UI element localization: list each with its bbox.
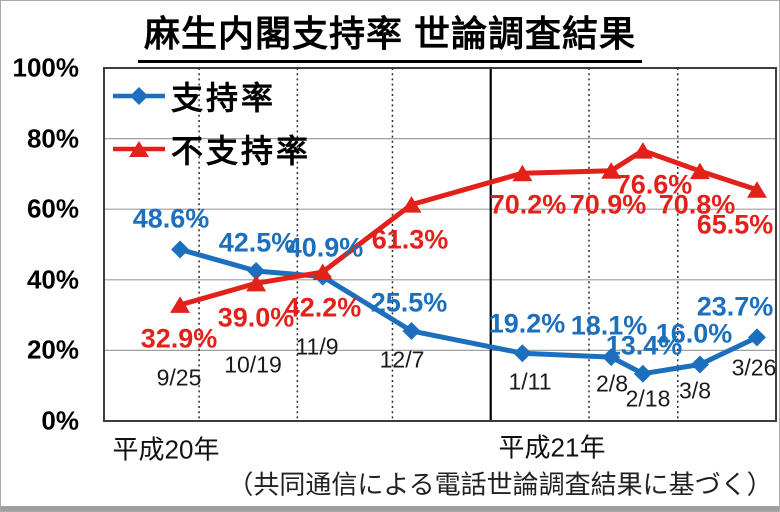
opposition-marker [601, 162, 622, 179]
legend-label-opposition: 不支持率 [171, 133, 312, 169]
chart-title: 麻生内閣支持率 世論調査結果 [137, 5, 643, 63]
support-marker [247, 261, 266, 280]
opposition-line [177, 148, 760, 308]
support-marker [171, 240, 190, 259]
legend-row-opposition: 不支持率 [113, 126, 311, 172]
opposition-marker [689, 162, 710, 180]
legend-row-support: 支持率 [113, 73, 311, 119]
opposition-marker [512, 164, 533, 182]
opposition-marker [746, 181, 767, 198]
support-marker [690, 355, 709, 374]
opposition-marker [401, 196, 422, 213]
opposition-marker [246, 274, 267, 292]
support-marker [513, 344, 532, 363]
source-note: （共同通信による電話世論調査結果に基づく） [227, 469, 773, 500]
support-series-marker-icon [113, 87, 165, 105]
support-marker [747, 328, 766, 347]
chart-legend: 支持率 不支持率 [113, 73, 311, 172]
legend-label-support: 支持率 [171, 80, 277, 116]
opposition-marker [632, 142, 653, 159]
opposition-marker [312, 263, 333, 281]
support-marker [633, 364, 652, 383]
plot-frame [103, 67, 777, 422]
opposition-series-marker-icon [113, 141, 165, 157]
support-marker [402, 321, 421, 340]
support-line [177, 246, 760, 377]
support-marker [602, 348, 621, 367]
window-bottom-edge [1, 506, 779, 511]
opposition-marker [170, 296, 191, 313]
